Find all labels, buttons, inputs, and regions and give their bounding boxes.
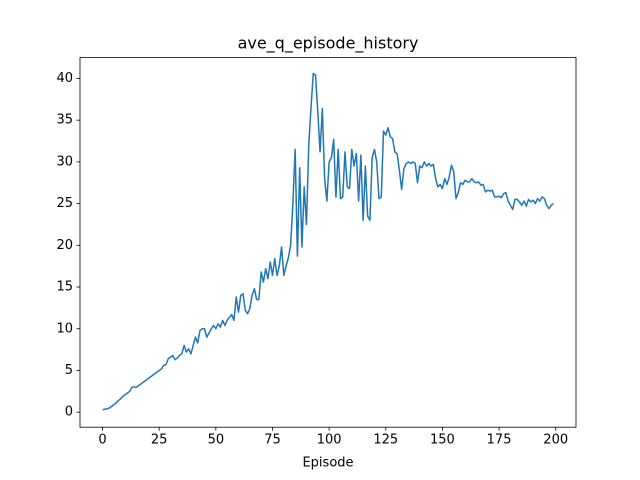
y-tick-label: 15 <box>56 280 73 295</box>
chart-title: ave_q_episode_history <box>238 34 419 54</box>
axes-frame <box>79 57 577 428</box>
x-tick-label: 25 <box>151 433 168 448</box>
y-tick-label: 5 <box>65 363 73 378</box>
y-tick-label: 25 <box>56 196 73 211</box>
x-tick-label: 100 <box>317 433 342 448</box>
y-tick-label: 40 <box>56 71 73 86</box>
x-tick-label: 150 <box>430 433 455 448</box>
x-tick-label: 75 <box>264 433 281 448</box>
x-tick-label: 50 <box>208 433 225 448</box>
y-tick-label: 10 <box>56 321 73 336</box>
x-tick-label: 0 <box>98 433 106 448</box>
data-line <box>102 72 554 411</box>
x-tick-label: 125 <box>373 433 398 448</box>
x-axis-label: Episode <box>302 456 353 471</box>
y-tick-label: 35 <box>56 113 73 128</box>
y-tick-label: 20 <box>56 238 73 253</box>
x-tick-label: 200 <box>543 433 568 448</box>
x-tick-label: 175 <box>487 433 512 448</box>
y-tick-label: 30 <box>56 154 73 169</box>
y-tick-label: 0 <box>65 405 73 420</box>
